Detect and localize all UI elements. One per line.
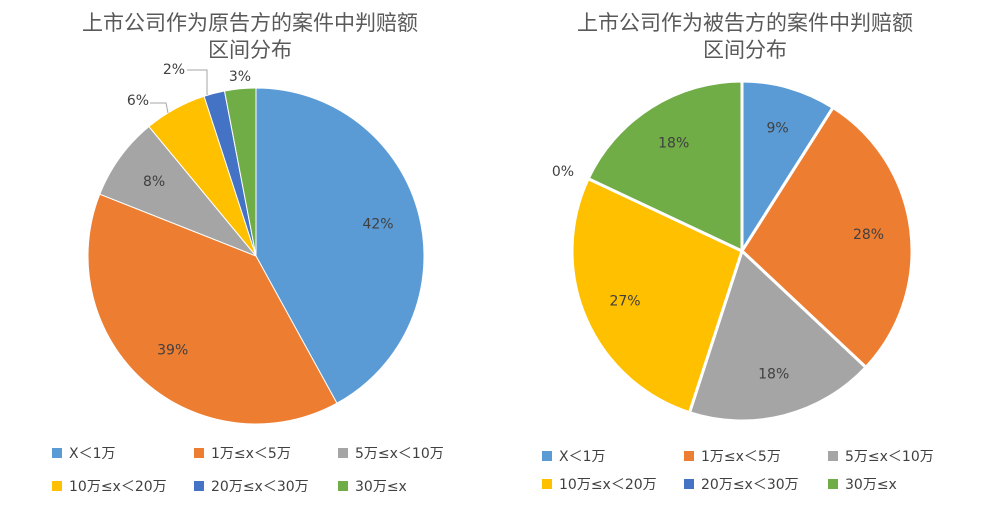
legend-swatch [52,481,62,491]
legend-swatch [828,479,838,489]
legend-label: 30万≤x [355,479,407,495]
legend-label: 20万≤x＜30万 [701,477,799,493]
legend-label: 5万≤x＜10万 [845,449,934,465]
data-label: 2% [163,62,185,78]
legend-label: 20万≤x＜30万 [211,479,309,495]
data-label: 39% [157,343,188,359]
legend-item: X＜1万 [52,443,116,463]
data-label: 6% [127,93,149,109]
legend-item: 1万≤x＜5万 [194,443,291,463]
chart-left: 上市公司作为原告方的案件中判赔额 区间分布 42% 39% 8% 6% 2% 3% X＜1… [0,10,500,496]
legend-swatch [194,448,204,458]
legend-item: 10万≤x＜20万 [542,474,657,494]
legend-item: X＜1万 [542,446,606,466]
chart-right: 上市公司作为被告方的案件中判赔额 区间分布 9% 28% 18% 27% 0% 18% X… [500,0,990,508]
pie-slice [255,87,425,404]
legend-swatch [338,448,348,458]
chart-title-line-2: 区间分布 [703,38,787,62]
legend-item: 1万≤x＜5万 [684,446,781,466]
chart-title-line-1: 上市公司作为原告方的案件中判赔额 [82,11,418,35]
chart-title-line-2: 区间分布 [208,38,292,62]
legend-item: 20万≤x＜30万 [194,476,309,496]
legend-label: 5万≤x＜10万 [355,446,444,462]
pie-chart: 42% 39% 8% 6% 2% 3% [87,62,425,425]
legend-swatch [828,451,838,461]
pie-slice [87,193,338,425]
legend-item: 30万≤x [338,476,407,496]
legend-swatch [194,481,204,491]
pie-chart: 9% 28% 18% 27% 0% 18% [552,79,914,423]
data-label: 3% [229,69,251,85]
legend-label: X＜1万 [69,446,116,462]
data-label: 18% [658,135,689,151]
legend-swatch [338,481,348,491]
legend-swatch [52,448,62,458]
pie-slice [740,105,914,370]
pie-slice [223,87,257,257]
legend-swatch [542,479,552,489]
chart-title: 上市公司作为原告方的案件中判赔额 区间分布 [0,10,500,64]
pie-slice [570,176,744,415]
legend-label: 10万≤x＜20万 [69,479,167,495]
data-label: 9% [766,121,788,137]
legend-label: 1万≤x＜5万 [701,449,781,465]
legend-item: 5万≤x＜10万 [338,443,444,463]
data-label: 42% [362,217,393,233]
legend-swatch [684,479,694,489]
legend-label: 1万≤x＜5万 [211,446,291,462]
legend-label: 10万≤x＜20万 [559,477,657,493]
pie-slice [687,248,869,423]
legend-swatch [684,451,694,461]
pie-slice [740,79,836,257]
legend-item: 20万≤x＜30万 [684,474,799,494]
chart-title: 上市公司作为被告方的案件中判赔额 区间分布 [500,10,990,64]
legend-swatch [542,451,552,461]
legend-item: 5万≤x＜10万 [828,446,934,466]
legend-item: 10万≤x＜20万 [52,476,167,496]
legend-label: X＜1万 [559,449,606,465]
leader-line [150,102,169,114]
legend-item: 30万≤x [828,474,897,494]
leader-line [187,69,208,95]
chart-title-line-1: 上市公司作为被告方的案件中判赔额 [577,11,913,35]
data-label: 0% [552,164,574,180]
data-label: 18% [758,367,789,383]
data-label: 28% [853,227,884,243]
data-label: 27% [609,294,640,310]
pie-slice [586,79,744,254]
data-label: 8% [143,174,165,190]
legend-label: 30万≤x [845,477,897,493]
